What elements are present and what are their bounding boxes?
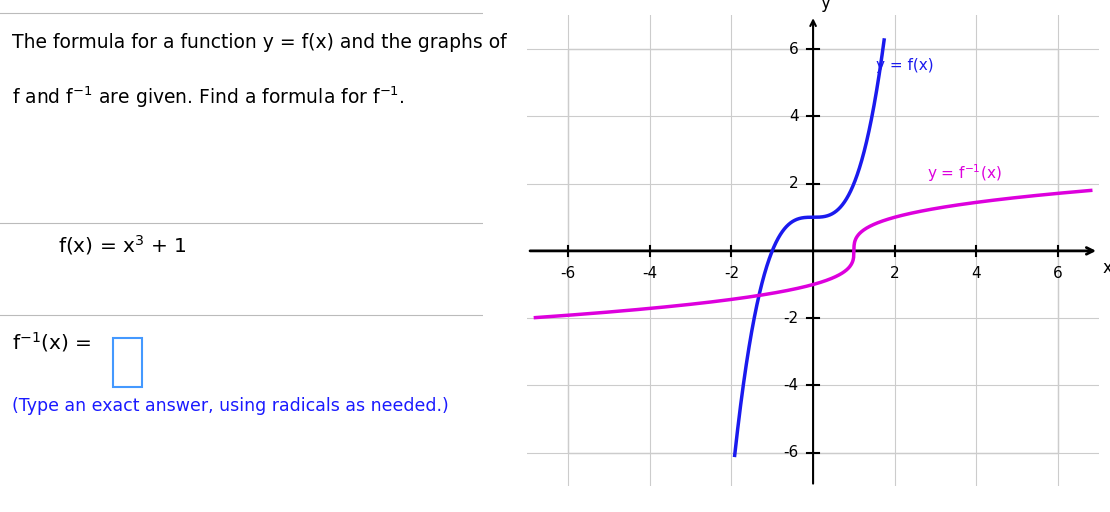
Text: x: x xyxy=(1103,259,1110,276)
Text: The formula for a function y = f(x) and the graphs of: The formula for a function y = f(x) and … xyxy=(12,33,506,52)
Text: -6: -6 xyxy=(784,445,799,460)
Text: 2: 2 xyxy=(890,266,899,281)
Text: -4: -4 xyxy=(784,378,799,393)
Text: f and f$^{-1}$ are given. Find a formula for f$^{-1}$.: f and f$^{-1}$ are given. Find a formula… xyxy=(12,84,405,110)
Text: -2: -2 xyxy=(784,311,799,326)
Text: 6: 6 xyxy=(1053,266,1063,281)
FancyBboxPatch shape xyxy=(113,338,142,387)
Text: f$^{-1}$(x) =: f$^{-1}$(x) = xyxy=(12,330,93,354)
Text: 2: 2 xyxy=(789,176,799,191)
Text: 4: 4 xyxy=(971,266,981,281)
Text: y = f$^{-1}$(x): y = f$^{-1}$(x) xyxy=(928,163,1002,184)
Text: (Type an exact answer, using radicals as needed.): (Type an exact answer, using radicals as… xyxy=(12,397,448,415)
Text: y = f(x): y = f(x) xyxy=(877,58,934,73)
Bar xyxy=(568,49,1058,453)
Text: f(x) = x$^3$ + 1: f(x) = x$^3$ + 1 xyxy=(58,233,186,257)
Text: 6: 6 xyxy=(789,41,799,56)
Text: -6: -6 xyxy=(561,266,576,281)
Text: y: y xyxy=(820,0,830,12)
Text: 4: 4 xyxy=(789,109,799,124)
Text: -2: -2 xyxy=(724,266,739,281)
Text: -4: -4 xyxy=(643,266,657,281)
